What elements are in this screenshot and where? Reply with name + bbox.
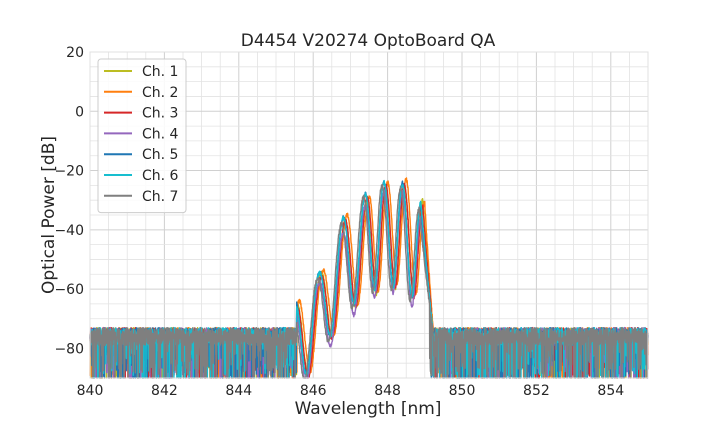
- legend: Ch. 1 Ch. 2 Ch. 3 Ch. 4 Ch. 5 Ch. 6 Ch. 7: [97, 58, 187, 214]
- legend-label: Ch. 1: [142, 64, 178, 80]
- y-axis-title: Optical Power [dB]: [39, 136, 59, 294]
- y-tick-label: 20: [66, 45, 84, 61]
- y-tick-label: 0: [75, 104, 84, 120]
- series-layer: [89, 177, 649, 379]
- legend-label: Ch. 2: [142, 85, 178, 101]
- y-tick-label: −60: [54, 282, 84, 298]
- axis-ticks: 840 842 844 846 848 850 852 854 20 0 −20 −40 −60 −80: [54, 45, 624, 399]
- x-tick-label: 846: [300, 383, 327, 399]
- y-tick-label: −40: [54, 223, 84, 239]
- x-tick-label: 840: [77, 383, 104, 399]
- y-tick-label: −80: [54, 341, 84, 357]
- x-tick-label: 844: [225, 383, 252, 399]
- legend-label: Ch. 4: [142, 126, 179, 142]
- series-line: [89, 183, 649, 379]
- legend-label: Ch. 7: [142, 189, 178, 205]
- plot-frame: [89, 51, 649, 379]
- legend-label: Ch. 3: [142, 106, 178, 122]
- x-tick-label: 854: [597, 383, 624, 399]
- chart-title: D4454 V20274 OptoBoard QA: [241, 31, 496, 51]
- legend-label: Ch. 5: [142, 147, 178, 163]
- x-tick-label: 842: [151, 383, 178, 399]
- x-axis-title: Wavelength [nm]: [295, 399, 442, 419]
- x-tick-label: 850: [449, 383, 476, 399]
- y-tick-label: −20: [54, 164, 84, 180]
- x-tick-label: 852: [523, 383, 550, 399]
- legend-label: Ch. 6: [142, 168, 179, 184]
- x-tick-label: 848: [374, 383, 401, 399]
